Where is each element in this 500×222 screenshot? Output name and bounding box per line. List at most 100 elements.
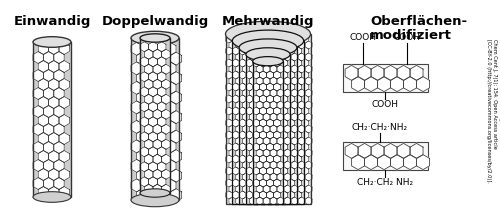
Polygon shape: [38, 79, 48, 91]
Polygon shape: [266, 95, 274, 103]
Polygon shape: [229, 125, 236, 133]
Polygon shape: [277, 65, 284, 73]
Polygon shape: [242, 65, 250, 73]
Polygon shape: [236, 149, 243, 157]
Polygon shape: [267, 143, 274, 151]
Polygon shape: [291, 125, 298, 133]
Polygon shape: [295, 47, 302, 55]
Polygon shape: [250, 149, 256, 157]
Polygon shape: [281, 107, 287, 115]
Polygon shape: [264, 65, 270, 73]
Polygon shape: [256, 185, 263, 193]
Polygon shape: [284, 149, 291, 157]
Bar: [140, 38, 170, 193]
Polygon shape: [256, 77, 263, 85]
Polygon shape: [270, 197, 277, 205]
Polygon shape: [144, 124, 153, 134]
Polygon shape: [154, 62, 165, 75]
Polygon shape: [294, 143, 302, 151]
Polygon shape: [298, 197, 305, 205]
Polygon shape: [270, 125, 277, 133]
Polygon shape: [277, 197, 284, 205]
Polygon shape: [291, 65, 298, 73]
Polygon shape: [250, 197, 256, 205]
Polygon shape: [267, 71, 274, 79]
Polygon shape: [144, 139, 153, 149]
Text: Mehrwandig: Mehrwandig: [222, 15, 314, 28]
Polygon shape: [162, 124, 170, 134]
Polygon shape: [131, 159, 142, 172]
Bar: [232, 41, 304, 204]
Polygon shape: [274, 155, 280, 163]
Polygon shape: [232, 95, 239, 103]
Polygon shape: [278, 77, 284, 85]
Polygon shape: [280, 119, 287, 127]
Polygon shape: [281, 95, 287, 103]
Polygon shape: [295, 107, 302, 115]
Polygon shape: [250, 65, 256, 73]
Polygon shape: [229, 149, 236, 157]
Polygon shape: [250, 125, 256, 133]
Polygon shape: [253, 131, 260, 139]
Polygon shape: [256, 197, 264, 205]
Polygon shape: [256, 161, 264, 169]
Polygon shape: [260, 143, 267, 151]
Polygon shape: [291, 185, 298, 193]
Polygon shape: [378, 77, 390, 92]
Text: CH₂·CH₂·NH₂: CH₂·CH₂·NH₂: [352, 123, 408, 132]
Polygon shape: [284, 137, 291, 145]
Polygon shape: [266, 119, 274, 127]
Polygon shape: [250, 113, 256, 121]
Polygon shape: [270, 197, 278, 205]
Polygon shape: [253, 143, 260, 151]
Polygon shape: [280, 155, 287, 163]
Polygon shape: [278, 197, 284, 205]
Polygon shape: [158, 117, 166, 127]
Polygon shape: [277, 89, 284, 97]
Polygon shape: [274, 179, 281, 187]
Polygon shape: [236, 101, 242, 109]
Polygon shape: [162, 64, 170, 74]
Polygon shape: [253, 119, 260, 127]
Polygon shape: [236, 197, 243, 205]
Polygon shape: [267, 59, 274, 67]
Polygon shape: [246, 71, 253, 79]
Polygon shape: [281, 143, 287, 151]
Polygon shape: [136, 72, 148, 85]
Polygon shape: [288, 95, 294, 103]
Polygon shape: [288, 143, 294, 151]
Polygon shape: [288, 191, 294, 199]
Polygon shape: [263, 137, 270, 145]
Polygon shape: [284, 173, 291, 181]
Polygon shape: [158, 72, 166, 82]
Polygon shape: [38, 168, 48, 180]
Polygon shape: [148, 72, 159, 85]
Polygon shape: [253, 59, 260, 67]
Polygon shape: [250, 41, 256, 49]
Polygon shape: [250, 101, 256, 109]
Polygon shape: [246, 83, 253, 91]
Polygon shape: [270, 77, 277, 85]
Polygon shape: [250, 125, 256, 133]
Polygon shape: [260, 179, 267, 187]
Polygon shape: [281, 167, 287, 175]
Polygon shape: [250, 113, 256, 121]
Polygon shape: [236, 137, 243, 145]
Polygon shape: [260, 155, 267, 163]
Polygon shape: [267, 119, 274, 127]
Bar: [33, 42, 71, 197]
Polygon shape: [239, 119, 246, 127]
Polygon shape: [270, 149, 277, 157]
Polygon shape: [131, 42, 142, 55]
Polygon shape: [288, 107, 294, 115]
Polygon shape: [158, 132, 166, 142]
Polygon shape: [253, 191, 260, 199]
Polygon shape: [253, 107, 260, 115]
Polygon shape: [242, 161, 250, 169]
Polygon shape: [256, 65, 263, 73]
Polygon shape: [232, 107, 239, 115]
Polygon shape: [270, 53, 278, 61]
Polygon shape: [250, 149, 256, 157]
Text: © Angepasst mit Erlaubnis von Jackson, P et al. (2013).
Bioaccumulation and ecot: © Angepasst mit Erlaubnis von Jackson, P…: [486, 39, 500, 183]
Polygon shape: [140, 162, 148, 172]
